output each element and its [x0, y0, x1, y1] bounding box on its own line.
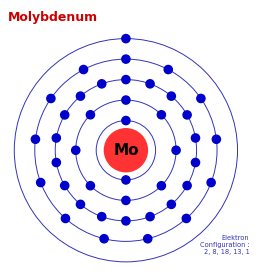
- Text: Molybdenum: Molybdenum: [8, 11, 98, 24]
- Circle shape: [207, 178, 215, 187]
- Circle shape: [61, 111, 69, 119]
- Circle shape: [197, 94, 205, 102]
- Circle shape: [86, 111, 95, 119]
- Circle shape: [61, 181, 69, 190]
- Circle shape: [80, 66, 88, 74]
- Circle shape: [182, 214, 190, 223]
- Circle shape: [122, 96, 130, 104]
- Circle shape: [76, 200, 84, 209]
- Circle shape: [61, 214, 70, 223]
- Circle shape: [212, 135, 220, 143]
- Circle shape: [52, 158, 60, 167]
- Circle shape: [191, 158, 200, 167]
- Circle shape: [122, 116, 130, 125]
- Circle shape: [122, 55, 130, 63]
- Circle shape: [157, 111, 165, 119]
- Circle shape: [86, 182, 95, 190]
- Circle shape: [157, 182, 165, 190]
- Circle shape: [98, 213, 106, 221]
- Circle shape: [72, 146, 80, 154]
- Circle shape: [167, 200, 176, 209]
- Circle shape: [146, 80, 154, 88]
- Circle shape: [122, 217, 130, 225]
- Circle shape: [47, 94, 55, 102]
- Circle shape: [52, 134, 60, 142]
- Text: Elektron
Configuration :
2, 8, 18, 13, 1: Elektron Configuration : 2, 8, 18, 13, 1: [200, 235, 249, 255]
- Circle shape: [37, 178, 45, 187]
- Circle shape: [98, 80, 106, 88]
- Circle shape: [122, 34, 130, 43]
- Circle shape: [144, 235, 152, 243]
- Circle shape: [183, 111, 191, 119]
- Text: Mo: Mo: [113, 143, 139, 158]
- Circle shape: [191, 134, 200, 142]
- Circle shape: [167, 92, 176, 100]
- Circle shape: [122, 76, 130, 84]
- Circle shape: [76, 92, 84, 100]
- Circle shape: [122, 196, 130, 204]
- Circle shape: [183, 181, 191, 190]
- Circle shape: [105, 129, 147, 172]
- Circle shape: [31, 135, 40, 143]
- Circle shape: [172, 146, 180, 154]
- Circle shape: [122, 176, 130, 184]
- Circle shape: [146, 213, 154, 221]
- Circle shape: [164, 66, 172, 74]
- Circle shape: [100, 235, 108, 243]
